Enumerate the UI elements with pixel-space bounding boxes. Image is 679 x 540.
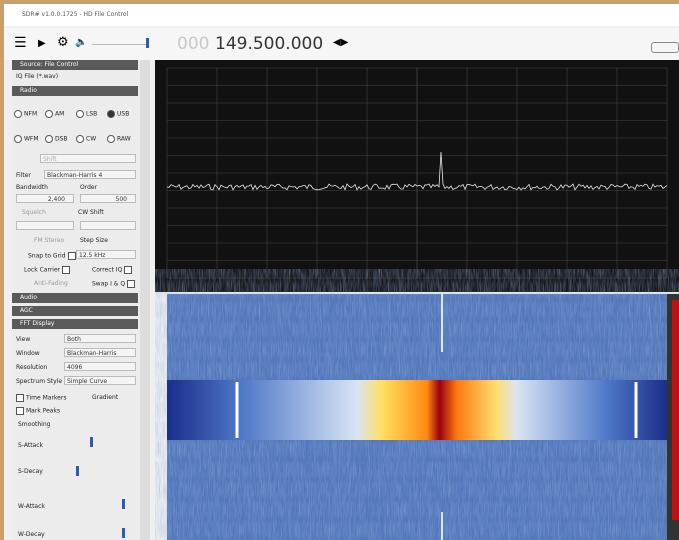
smoothing-label: Smoothing [18, 421, 50, 428]
mode-radio[interactable]: NFM [14, 110, 37, 118]
snap-label: Snap to Grid [28, 253, 66, 260]
spectrum-waterfall [155, 60, 679, 540]
mark-peaks-label: Mark Peaks [26, 408, 60, 415]
correct-iq-label: Correct IQ [92, 267, 122, 274]
squelch-label: Squelch [22, 209, 46, 216]
tune-arrows[interactable]: ◀▶ [333, 37, 348, 48]
s-decay-label: S-Decay [18, 468, 43, 475]
logo-box [651, 42, 679, 53]
mode-radio[interactable]: USB [107, 110, 129, 118]
step-size-label: Step Size [80, 237, 108, 244]
order-label: Order [80, 184, 97, 191]
w-attack-slider[interactable] [122, 499, 125, 509]
swap-iq-label: Swap I & Q [92, 281, 125, 288]
frequency-display[interactable]: 149.500.000 [215, 34, 323, 54]
play-icon[interactable]: ▶ [38, 38, 46, 49]
audio-icon[interactable]: 🔈 [75, 37, 87, 48]
mode-radio[interactable]: WFM [14, 135, 39, 143]
volume-track [92, 44, 147, 45]
mode-label: DSB [55, 136, 68, 143]
mode-label: AM [55, 111, 64, 118]
gradient-button[interactable]: Gradient [92, 394, 118, 401]
w-decay-label: W-Decay [18, 531, 45, 538]
swap-iq-checkbox[interactable]: Swap I & Q [92, 280, 137, 288]
mode-label: NFM [24, 111, 37, 118]
squelch-field[interactable] [16, 221, 74, 230]
anti-fading-label: Anti-Fading [34, 280, 68, 287]
section-header[interactable]: FFT Display [12, 319, 138, 329]
mode-label: USB [117, 111, 129, 118]
fm-stereo-label: FM Stereo [34, 237, 64, 244]
source-item: IQ File (*.wav) [16, 73, 58, 80]
menu-icon[interactable]: ☰ [14, 38, 27, 48]
filter-label: Filter [16, 172, 31, 179]
section-header[interactable]: Radio [12, 86, 138, 96]
mode-radio[interactable]: RAW [107, 135, 131, 143]
cw-shift-label: CW Shift [78, 209, 104, 216]
mode-label: WFM [24, 136, 39, 143]
section-header[interactable]: AGC [12, 306, 138, 316]
mode-radio[interactable]: CW [76, 135, 96, 143]
bandwidth-label: Bandwidth [16, 184, 48, 191]
section-header[interactable]: Audio [12, 293, 138, 303]
sidebar-scrollbar[interactable] [140, 60, 150, 540]
mode-label: RAW [117, 136, 131, 143]
shift-field[interactable]: Shift [40, 154, 136, 163]
window-label: Window [16, 350, 40, 357]
section-header[interactable]: Source: File Control [12, 60, 138, 70]
view-select[interactable]: Both [64, 334, 136, 343]
window-select[interactable]: Blackman-Harris [64, 348, 136, 357]
time-markers-checkbox[interactable]: Time Markers [14, 394, 66, 402]
time-markers-label: Time Markers [26, 395, 66, 402]
gradient-bar [672, 300, 679, 520]
order-field[interactable]: 500 [80, 194, 136, 203]
mark-peaks-checkbox[interactable]: Mark Peaks [14, 407, 60, 415]
correct-iq-checkbox[interactable]: Correct IQ [92, 266, 134, 274]
s-decay-slider[interactable] [76, 466, 79, 476]
style-select[interactable]: Simple Curve [64, 376, 136, 385]
resolution-label: Resolution [16, 364, 47, 371]
step-select[interactable]: 12.5 kHz [76, 250, 136, 259]
page: SDR# v1.0.0.1725 - HD File Control ☰ ▶ ⚙… [0, 0, 679, 540]
bandwidth-field[interactable]: 2,400 [16, 194, 74, 203]
snap-checkbox[interactable]: Snap to Grid [28, 252, 78, 260]
mode-label: LSB [86, 111, 97, 118]
resolution-select[interactable]: 4096 [64, 362, 136, 371]
lock-carrier-label: Lock Carrier [24, 267, 60, 274]
anti-fading-checkbox[interactable]: Anti-Fading [34, 280, 68, 287]
lock-carrier-checkbox[interactable]: Lock Carrier [24, 266, 72, 274]
mode-radio[interactable]: LSB [76, 110, 97, 118]
view-label: View [16, 336, 30, 343]
frequency-prefix: 000 [177, 34, 209, 54]
volume-slider[interactable] [146, 38, 149, 48]
cw-shift-field[interactable] [80, 221, 136, 230]
mode-label: CW [86, 136, 96, 143]
window-title: SDR# v1.0.0.1725 - HD File Control [22, 11, 128, 18]
waterfall-signal-band [167, 380, 667, 440]
settings-icon[interactable]: ⚙ [57, 35, 69, 50]
filter-select[interactable]: Blackman-Harris 4 [44, 170, 136, 179]
w-attack-label: W-Attack [18, 503, 45, 510]
style-label: Spectrum Style [16, 378, 62, 385]
w-decay-slider[interactable] [122, 528, 125, 538]
s-attack-label: S-Attack [18, 442, 43, 449]
s-attack-slider[interactable] [90, 437, 93, 447]
mode-radio[interactable]: DSB [45, 135, 68, 143]
mode-radio[interactable]: AM [45, 110, 64, 118]
